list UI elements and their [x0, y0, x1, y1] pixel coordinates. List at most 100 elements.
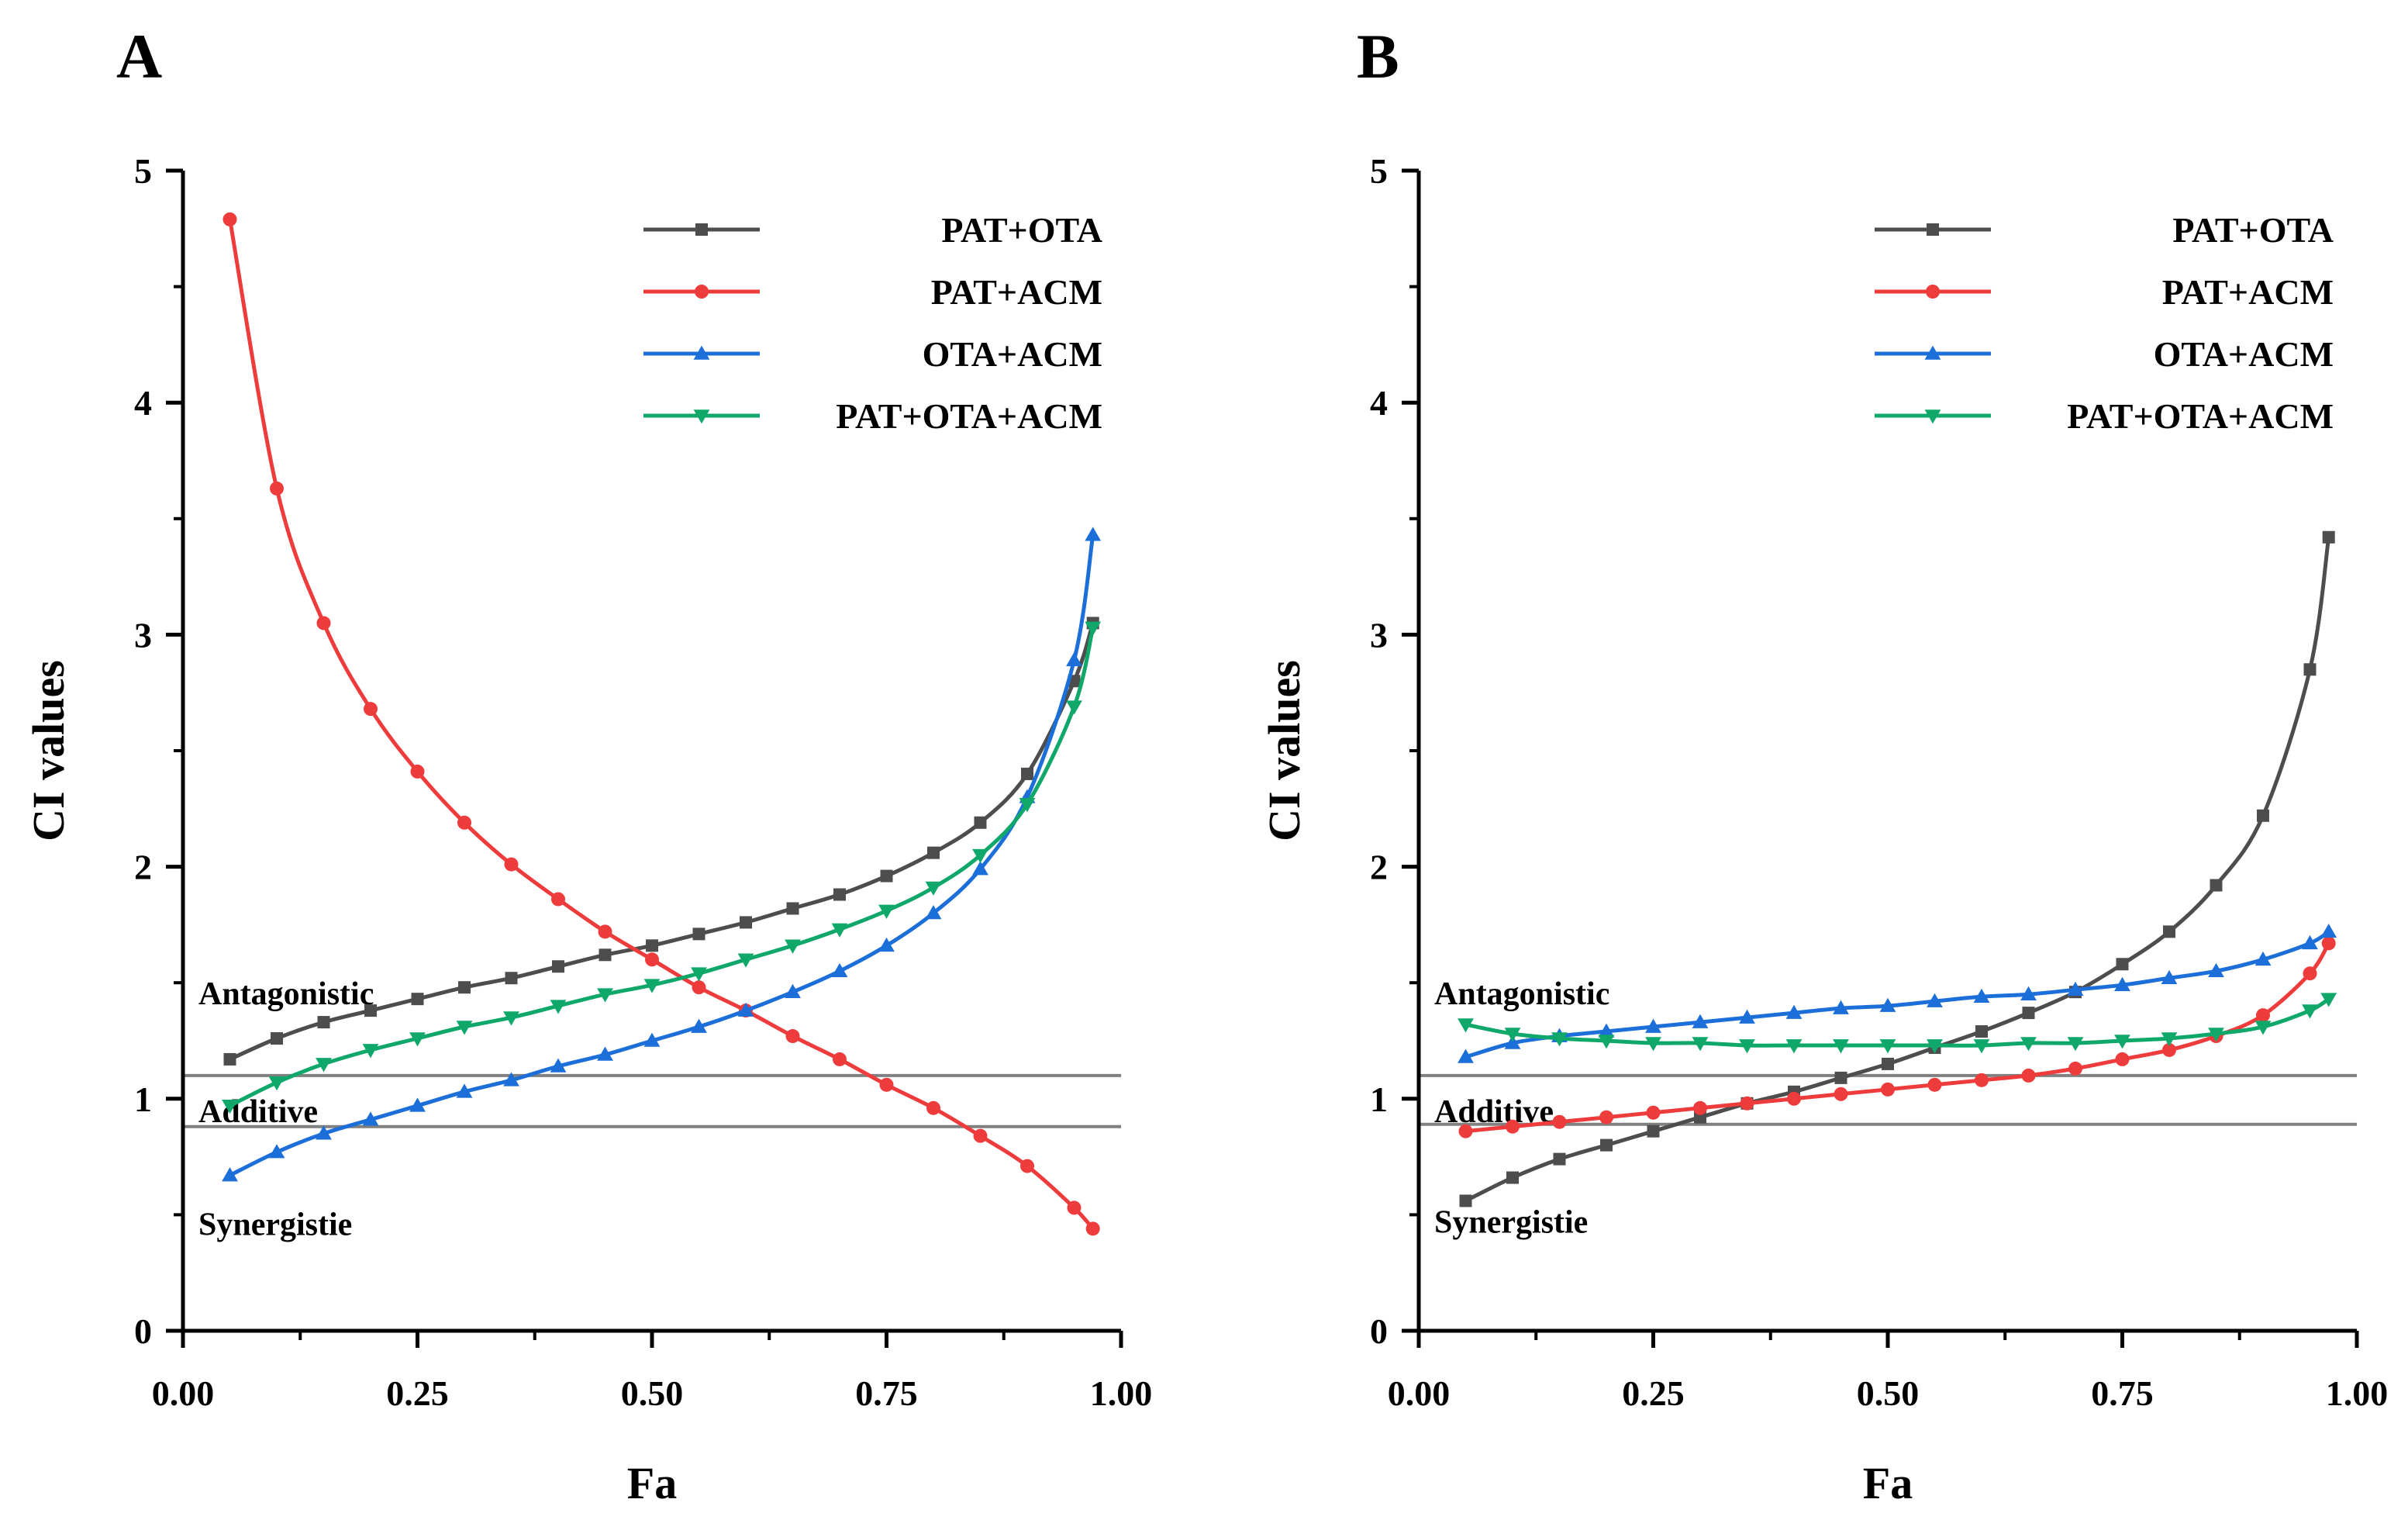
data-point	[831, 923, 848, 938]
data-point	[1692, 1037, 1709, 1052]
data-point	[2162, 1042, 2176, 1057]
data-point	[2022, 1007, 2035, 1020]
data-point	[1927, 1077, 1942, 1092]
data-point	[2067, 1037, 2084, 1052]
data-point	[646, 939, 658, 952]
data-point	[316, 616, 331, 630]
data-point	[2321, 936, 2336, 951]
data-point	[503, 1072, 519, 1086]
data-point	[1739, 1039, 1755, 1054]
data-point	[1021, 767, 1033, 780]
data-point	[1458, 1124, 1473, 1138]
data-point	[972, 861, 988, 876]
data-point	[409, 1097, 426, 1112]
legend: PAT+OTA PAT+ACM OTA+ACM PAT+OTA+ACM	[643, 210, 1102, 436]
data-point	[927, 846, 940, 859]
data-point	[505, 972, 518, 985]
data-point	[223, 212, 237, 226]
series-pat-ota-acm	[222, 621, 1102, 1114]
y-tick-label: 2	[1370, 848, 1388, 887]
data-point	[456, 1021, 473, 1035]
data-point	[362, 1111, 379, 1126]
legend: PAT+OTA PAT+ACM OTA+ACM PAT+OTA+ACM	[1875, 210, 2334, 436]
legend-marker	[693, 345, 710, 360]
data-point	[1785, 1039, 1803, 1054]
y-tick-label: 2	[134, 848, 152, 887]
legend-marker	[1927, 223, 1939, 236]
data-point	[409, 1032, 426, 1047]
data-point	[598, 924, 612, 939]
legend-label: PAT+OTA	[941, 210, 1102, 250]
y-axis-title: CI values	[1259, 660, 1309, 841]
data-point	[1973, 988, 1990, 1003]
data-point	[878, 937, 895, 952]
panel-letter: B	[1357, 21, 1399, 92]
legend-label: PAT+OTA+ACM	[2067, 396, 2334, 436]
series-pat-ota	[223, 617, 1099, 1066]
data-point	[551, 892, 565, 907]
data-point	[2302, 1004, 2318, 1019]
y-tick-label: 5	[1370, 151, 1388, 191]
y-tick-label: 3	[1370, 615, 1388, 655]
region-label: Synergistie	[198, 1207, 352, 1243]
data-point	[878, 904, 895, 919]
data-point	[2257, 809, 2269, 822]
data-point	[692, 928, 705, 941]
data-point	[1646, 1105, 1661, 1120]
data-point	[268, 1144, 285, 1159]
data-point	[222, 1099, 238, 1114]
data-point	[2303, 966, 2317, 981]
x-tick-label: 0.00	[152, 1373, 215, 1413]
y-tick-label: 0	[134, 1311, 152, 1351]
data-point	[1085, 621, 1102, 636]
data-point	[1066, 700, 1082, 715]
data-point	[1506, 1119, 1520, 1134]
region-label: Antagonistic	[198, 976, 374, 1012]
data-point	[2303, 663, 2317, 676]
data-point	[364, 1004, 377, 1017]
data-point	[1647, 1124, 1660, 1138]
region-label: Additive	[198, 1094, 318, 1130]
legend-marker	[695, 223, 708, 236]
data-point	[1599, 1110, 1613, 1124]
data-point	[1879, 997, 1896, 1012]
data-point	[599, 948, 612, 962]
data-point	[1645, 1018, 1661, 1033]
data-point	[1085, 1221, 1100, 1236]
x-tick-label: 1.00	[1090, 1373, 1153, 1413]
data-point	[2208, 1028, 2224, 1042]
data-point	[504, 857, 519, 872]
data-point	[271, 1032, 283, 1045]
data-point	[1927, 1039, 1943, 1054]
x-tick-label: 0.75	[2091, 1373, 2154, 1413]
data-point	[1739, 1009, 1755, 1024]
data-point	[831, 962, 848, 978]
data-point	[1600, 1138, 1613, 1152]
data-point	[1975, 1073, 1989, 1087]
data-point	[1975, 1025, 1988, 1038]
data-point	[270, 481, 284, 496]
data-point	[364, 702, 378, 717]
legend-label: PAT+ACM	[2162, 272, 2334, 312]
data-point	[1787, 1091, 1801, 1106]
data-point	[880, 869, 893, 883]
legend-label: PAT+OTA+ACM	[836, 396, 1102, 436]
legend-label: PAT+ACM	[931, 272, 1102, 312]
legend-marker	[693, 409, 710, 424]
data-point	[1506, 1171, 1519, 1184]
data-point	[833, 1052, 847, 1066]
data-point	[2254, 1021, 2272, 1035]
data-point	[2210, 879, 2223, 892]
data-point	[316, 1058, 332, 1073]
data-point	[2320, 923, 2337, 938]
data-point	[457, 815, 471, 830]
data-point	[973, 1128, 988, 1143]
data-point	[1019, 798, 1036, 813]
data-point	[1553, 1152, 1566, 1166]
data-point	[786, 902, 799, 915]
data-point	[1066, 651, 1082, 667]
data-point	[1458, 1018, 1474, 1033]
legend-marker	[1924, 409, 1941, 424]
